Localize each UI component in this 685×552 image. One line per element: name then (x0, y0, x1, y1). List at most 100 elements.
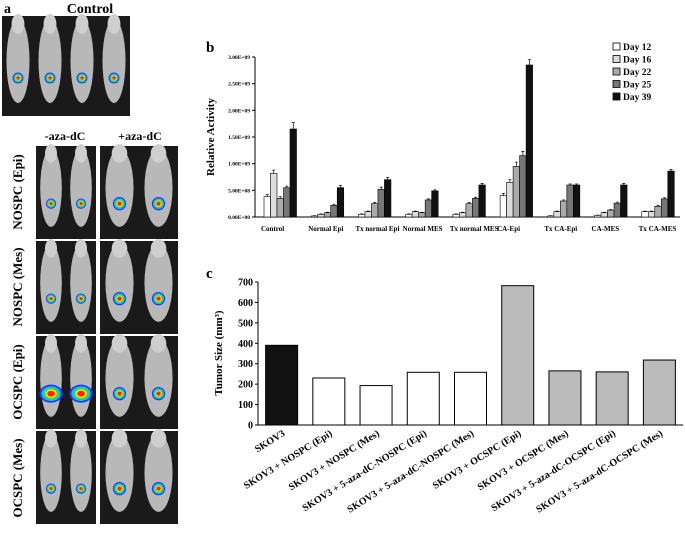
x-tick-label: SKOV3 (253, 428, 287, 455)
bar (365, 212, 372, 217)
legend-label: Day 25 (623, 81, 651, 91)
bar (266, 345, 298, 425)
y-tick-label: 3.00E+09 (228, 55, 250, 61)
bar (596, 372, 628, 425)
row-label: OCSPC (Epi) (10, 344, 25, 419)
bar (648, 212, 655, 217)
x-tick-label: Tx CA-Epi (544, 225, 577, 233)
signal (117, 487, 121, 491)
legend-swatch (613, 43, 620, 50)
mouse-head (76, 14, 89, 34)
bar (526, 65, 533, 217)
bar (406, 214, 413, 217)
mouse-head (112, 239, 128, 258)
bar (661, 199, 668, 217)
signal (49, 297, 52, 300)
legend-swatch (613, 93, 620, 100)
legend-swatch (613, 56, 620, 63)
bar (573, 185, 580, 217)
y-tick-label: 100 (238, 400, 253, 411)
signal (47, 391, 54, 397)
error-bar (528, 60, 531, 65)
error-bar (521, 151, 524, 155)
bar (290, 129, 297, 217)
bar (601, 213, 608, 217)
bar (378, 189, 385, 217)
bar (513, 166, 520, 217)
bar (324, 213, 331, 217)
panel-title: Control (67, 2, 114, 17)
row-label: NOSPC (Epi) (10, 154, 25, 229)
bar (621, 185, 628, 217)
y-tick-label: 0 (248, 421, 253, 432)
bar (472, 198, 479, 217)
mouse-head (112, 144, 128, 163)
mouse-head (75, 334, 87, 353)
signal (117, 392, 121, 396)
bar (614, 203, 621, 217)
mouse-head (75, 239, 87, 258)
x-tick-label: Tx normal MES (450, 225, 499, 233)
bar (419, 213, 426, 217)
y-tick-label: 1.00E+09 (228, 162, 250, 168)
y-tick-label: 5.00E+08 (228, 188, 250, 194)
error-bar (272, 170, 275, 173)
signal (117, 202, 121, 206)
bar (407, 372, 439, 425)
mouse-head (45, 334, 57, 353)
y-tick-label: 2.00E+09 (228, 108, 250, 114)
signal (79, 202, 82, 205)
bar (507, 182, 513, 217)
mouse-head (75, 429, 87, 448)
x-tick-label: Normal MES (403, 225, 443, 233)
signal (77, 391, 84, 397)
y-tick-label: 500 (238, 318, 253, 329)
error-bar (266, 195, 269, 197)
mouse-head (75, 144, 87, 163)
legend-label: Day 12 (623, 43, 651, 53)
bar (284, 188, 291, 217)
legend-label: Day 39 (623, 93, 651, 103)
y-tick-label: 2.50E+09 (228, 82, 250, 88)
bar (264, 197, 271, 217)
bar (318, 214, 325, 217)
bar (643, 360, 675, 425)
bar (425, 200, 432, 217)
row-label: OCSPC (Mes) (10, 438, 25, 517)
signal (49, 487, 52, 490)
bar (554, 212, 561, 217)
mouse-head (151, 334, 167, 353)
bar (547, 216, 554, 217)
y-tick-label: 0.00E+00 (228, 215, 250, 221)
column-label: +aza-dC (118, 129, 162, 143)
x-tick-label: Tx normal Epi (355, 225, 399, 233)
bar (567, 185, 574, 217)
mouse-head (44, 14, 57, 34)
x-tick-label: CA-Epi (497, 225, 520, 233)
signal (16, 76, 19, 79)
y-tick-label: 400 (238, 339, 253, 350)
error-bar (515, 162, 518, 166)
y-tick-label: 700 (238, 278, 253, 289)
bar (502, 286, 534, 425)
signal (156, 392, 160, 396)
bar (560, 201, 567, 217)
bar (608, 210, 615, 217)
mouse-head (45, 239, 57, 258)
mouse-head (151, 239, 167, 258)
signal (112, 76, 115, 79)
mouse-head (112, 334, 128, 353)
mouse-head (12, 14, 25, 34)
bar (331, 205, 338, 217)
bar (455, 372, 487, 425)
panel-label: a (4, 2, 11, 17)
bar (668, 171, 675, 217)
error-bar (502, 194, 505, 196)
mouse-head (108, 14, 121, 34)
signal (79, 487, 82, 490)
y-tick-label: 300 (238, 359, 253, 370)
signal (156, 202, 160, 206)
panel-label: b (206, 40, 214, 56)
bar (500, 196, 507, 217)
